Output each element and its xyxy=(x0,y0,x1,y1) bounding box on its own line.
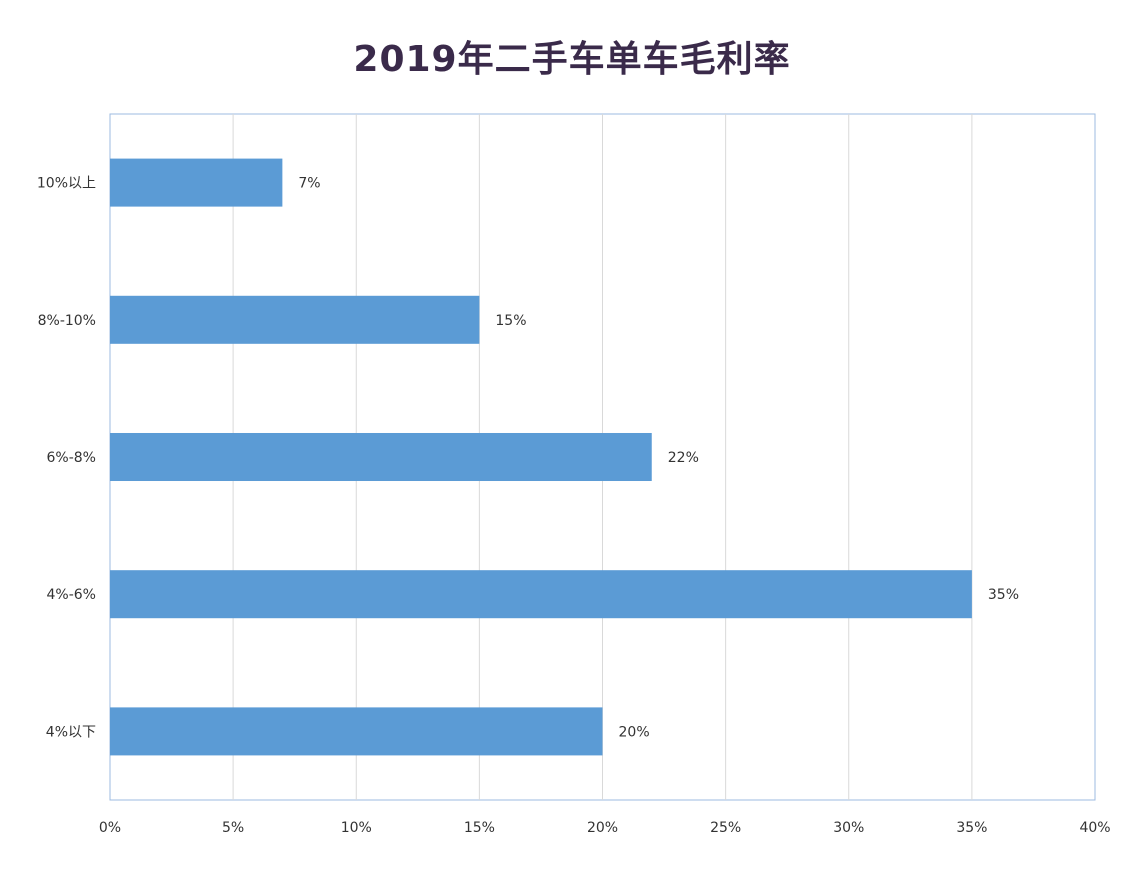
labels: 0% 5% 10% 15% 20% 25% 30% 35% 40% 10%以上 7% 8%-10% 15… xyxy=(37,176,1111,836)
category-label: 8%-10% xyxy=(38,313,96,329)
x-tick-label: 20% xyxy=(587,820,618,836)
data-label: 35% xyxy=(988,587,1019,603)
bar-4 xyxy=(110,707,603,756)
data-label: 7% xyxy=(298,176,320,192)
category-label: 4%以下 xyxy=(46,724,96,740)
category-label: 10%以上 xyxy=(37,176,96,192)
x-tick-label: 5% xyxy=(222,820,244,836)
x-tick-label: 25% xyxy=(710,820,741,836)
bar-2 xyxy=(110,432,652,482)
x-tick-label: 10% xyxy=(341,820,372,836)
data-label: 20% xyxy=(619,724,650,740)
data-label: 15% xyxy=(495,313,526,329)
x-tick-label: 30% xyxy=(833,820,864,836)
x-tick-label: 0% xyxy=(99,820,121,836)
bar-0 xyxy=(110,158,283,207)
x-tick-label: 35% xyxy=(956,820,987,836)
x-tick-label: 15% xyxy=(464,820,495,836)
gridlines xyxy=(232,114,973,800)
chart-title: 2019年二手车单车毛利率 xyxy=(353,39,791,80)
bar-1 xyxy=(110,295,480,344)
bar-3 xyxy=(110,570,972,619)
category-label: 4%-6% xyxy=(47,587,96,603)
bars xyxy=(110,158,972,756)
data-label: 22% xyxy=(668,450,699,466)
x-tick-label: 40% xyxy=(1079,820,1110,836)
category-label: 6%-8% xyxy=(47,450,96,466)
